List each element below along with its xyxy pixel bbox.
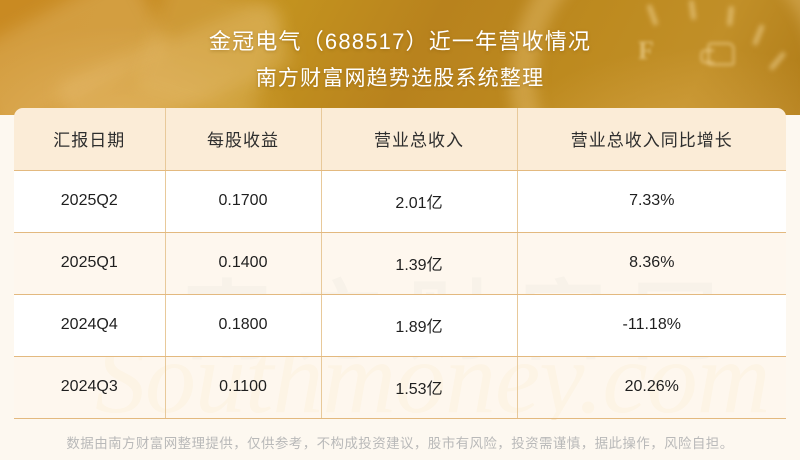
cell-revenue-yoy: 20.26% xyxy=(517,356,786,419)
cell-revenue: 1.89亿 xyxy=(321,294,518,357)
column-header-revenue: 营业总收入 xyxy=(321,108,518,171)
gauge-f-label: F xyxy=(638,36,654,65)
footer-disclaimer-bar: 数据由南方财富网整理提供，仅供参考，不构成投资建议，股市有风险，投资需谨慎，据此… xyxy=(0,424,800,460)
cell-revenue-yoy: 8.36% xyxy=(517,232,786,295)
financial-table-card: 汇报日期 每股收益 营业总收入 营业总收入同比增长 2025Q2 0.1700 … xyxy=(14,108,786,420)
column-header-report-date: 汇报日期 xyxy=(14,108,166,171)
cell-report-date: 2024Q4 xyxy=(14,294,166,357)
cell-revenue: 2.01亿 xyxy=(321,170,518,233)
table-row: 2024Q3 0.1100 1.53亿 20.26% xyxy=(14,356,786,419)
disclaimer-text: 数据由南方财富网整理提供，仅供参考，不构成投资建议，股市有风险，投资需谨慎，据此… xyxy=(66,436,734,451)
title-block: 金冠电气（688517）近一年营收情况 南方财富网趋势选股系统整理 xyxy=(0,0,800,115)
page-header-banner: F xyxy=(0,0,800,115)
table-header: 汇报日期 每股收益 营业总收入 营业总收入同比增长 xyxy=(14,108,786,171)
table-header-row: 汇报日期 每股收益 营业总收入 营业总收入同比增长 xyxy=(14,108,786,171)
cell-revenue-yoy: -11.18% xyxy=(517,294,786,357)
cell-eps: 0.1700 xyxy=(165,170,322,233)
cell-revenue: 1.39亿 xyxy=(321,232,518,295)
fuel-nozzle-icon xyxy=(700,42,735,66)
table-body: 2025Q2 0.1700 2.01亿 7.33% 2025Q1 0.1400 … xyxy=(14,170,786,419)
cell-eps: 0.1800 xyxy=(165,294,322,357)
column-header-revenue-yoy: 营业总收入同比增长 xyxy=(517,108,786,171)
cell-eps: 0.1400 xyxy=(165,232,322,295)
cell-eps: 0.1100 xyxy=(165,356,322,419)
cell-report-date: 2025Q2 xyxy=(14,170,166,233)
cell-report-date: 2025Q1 xyxy=(14,232,166,295)
table-row: 2024Q4 0.1800 1.89亿 -11.18% xyxy=(14,294,786,357)
table-row: 2025Q1 0.1400 1.39亿 8.36% xyxy=(14,232,786,295)
page-title: 金冠电气（688517）近一年营收情况 xyxy=(208,28,592,54)
page-subtitle: 南方财富网趋势选股系统整理 xyxy=(255,66,545,90)
column-header-eps: 每股收益 xyxy=(165,108,322,171)
cell-revenue: 1.53亿 xyxy=(321,356,518,419)
cell-revenue-yoy: 7.33% xyxy=(517,170,786,233)
cell-report-date: 2024Q3 xyxy=(14,356,166,419)
table-row: 2025Q2 0.1700 2.01亿 7.33% xyxy=(14,170,786,233)
financial-data-table: 汇报日期 每股收益 营业总收入 营业总收入同比增长 2025Q2 0.1700 … xyxy=(14,108,786,419)
